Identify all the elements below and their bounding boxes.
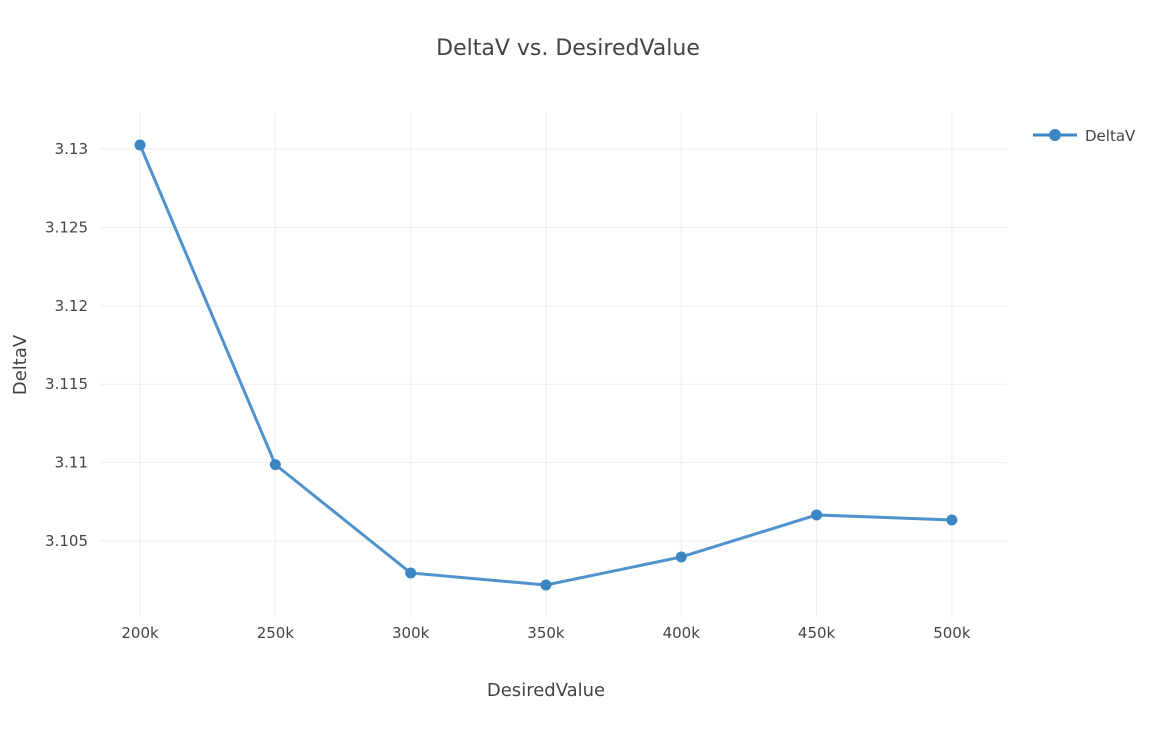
y-tick-label: 3.105 (45, 532, 88, 550)
data-point (269, 459, 281, 471)
y-tick-label: 3.12 (55, 297, 88, 315)
x-tick-label: 250k (257, 624, 295, 642)
data-point (405, 567, 417, 579)
y-axis-label: DeltaV (10, 334, 31, 395)
y-tick-label: 3.115 (45, 375, 88, 393)
y-tick-label: 3.11 (55, 454, 88, 472)
data-point (946, 514, 958, 526)
data-point (134, 139, 146, 151)
data-point (540, 579, 552, 591)
legend-marker (1049, 129, 1061, 141)
x-tick-label: 200k (121, 624, 159, 642)
grid (100, 113, 1006, 617)
legend[interactable]: DeltaV (1033, 127, 1136, 145)
chart-title: DeltaV vs. DesiredValue (436, 36, 700, 61)
y-tick-label: 3.125 (45, 218, 88, 236)
x-tick-label: 400k (663, 624, 701, 642)
series (134, 139, 958, 591)
x-tick-label: 350k (527, 624, 565, 642)
x-tick-label: 500k (933, 624, 971, 642)
y-tick-label: 3.13 (55, 140, 88, 158)
ticks: 200k 250k 300k 350k 400k 450k 500k 3.105 3.11 3.1… (45, 140, 971, 642)
legend-label: DeltaV (1085, 127, 1136, 145)
data-point (675, 551, 687, 563)
data-point (811, 509, 823, 521)
x-tick-label: 300k (392, 624, 430, 642)
x-tick-label: 450k (798, 624, 836, 642)
x-axis-label: DesiredValue (487, 680, 605, 701)
